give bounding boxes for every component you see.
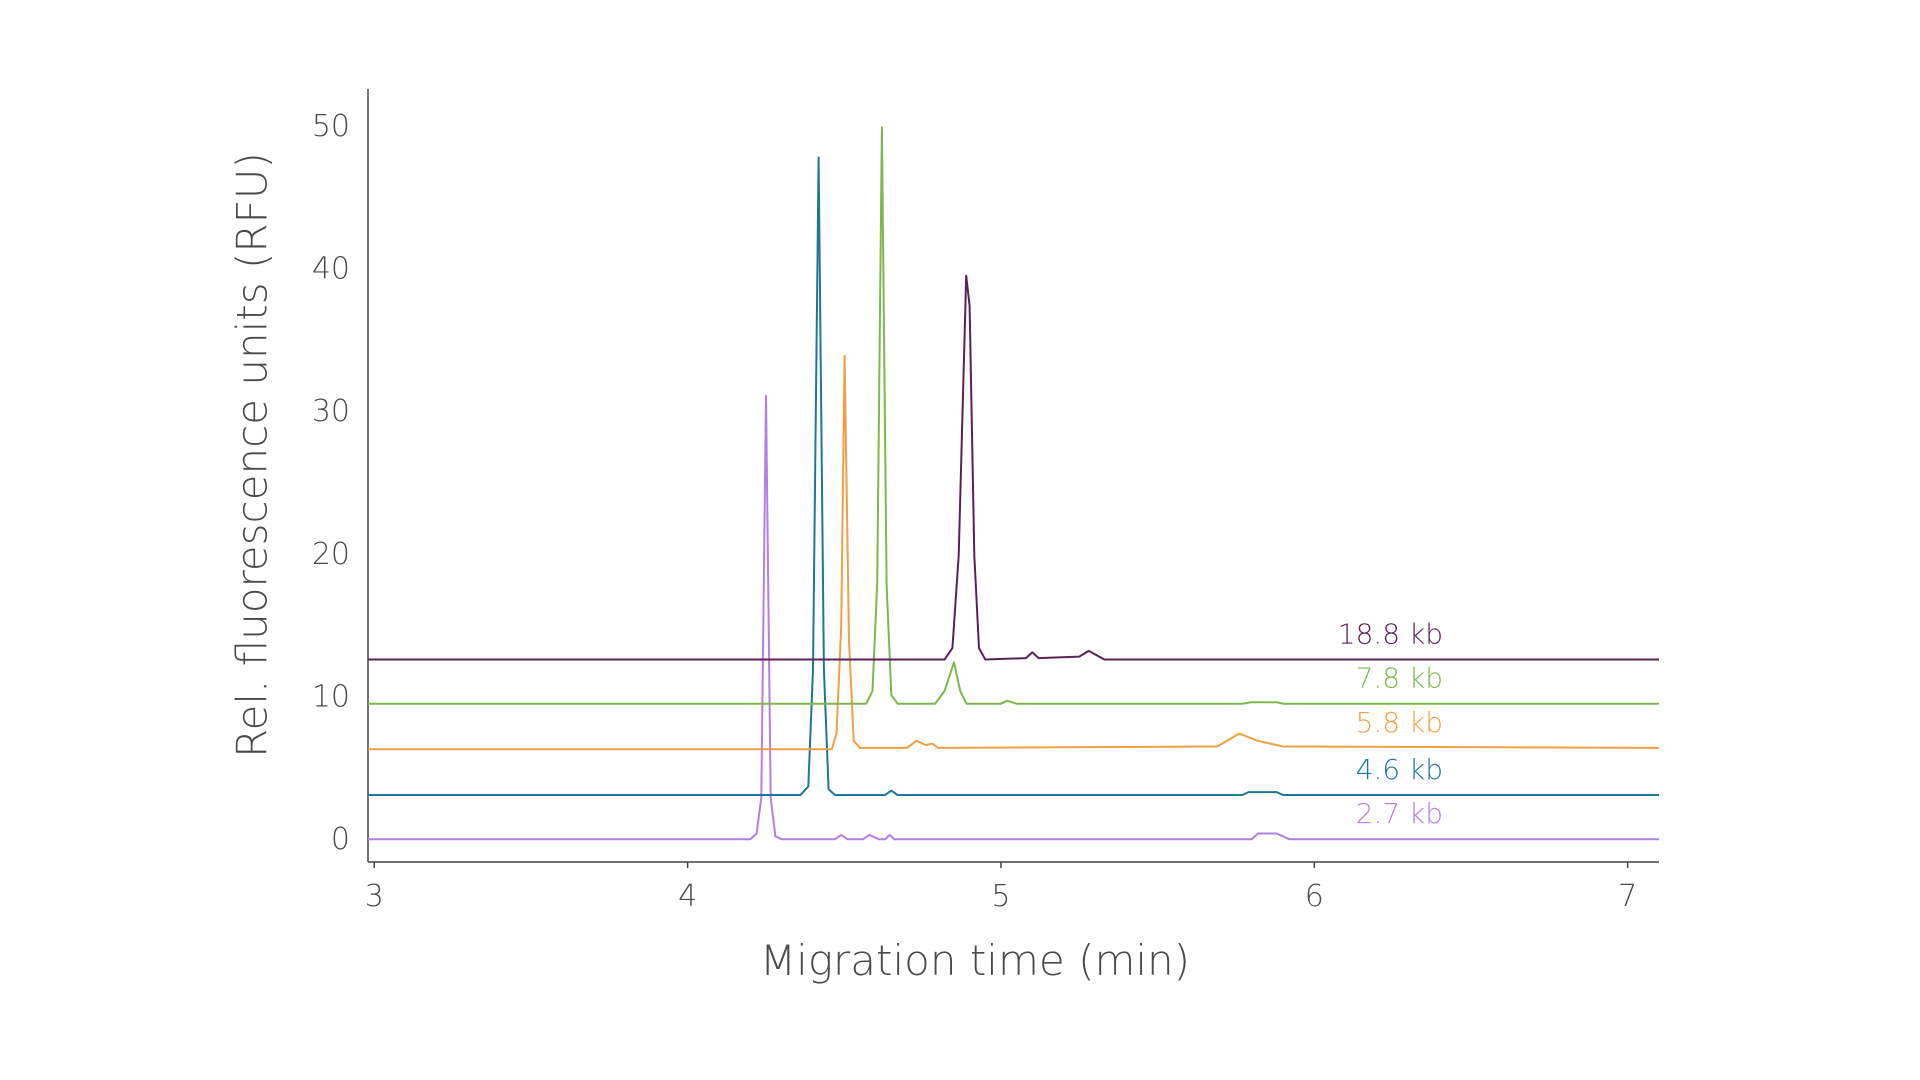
series-line <box>368 354 1660 751</box>
x-tick-label: 5 <box>991 879 1010 914</box>
x-tick-label: 4 <box>678 879 697 914</box>
y-axis-title: Rel. fluorescence units (RFU) <box>228 152 277 758</box>
y-tick-label: 20 <box>312 537 350 572</box>
y-tick-label: 50 <box>312 109 350 144</box>
series-label: 2.7 kb <box>1356 797 1443 830</box>
x-axis-title: Migration time (min) <box>760 936 1190 985</box>
series-label: 4.6 kb <box>1356 753 1443 786</box>
series-label: 7.8 kb <box>1356 662 1443 695</box>
series-line <box>368 126 1659 705</box>
series-label: 5.8 kb <box>1356 706 1443 739</box>
y-tick-label: 30 <box>312 394 350 429</box>
series-line <box>368 274 1659 661</box>
x-tick-label: 7 <box>1618 879 1637 914</box>
y-tick-label: 0 <box>331 822 350 857</box>
x-tick-label: 3 <box>365 879 384 914</box>
y-tick-label: 10 <box>312 679 350 714</box>
y-tick-label: 40 <box>312 252 350 287</box>
x-tick-label: 6 <box>1305 879 1324 914</box>
series-line <box>368 156 1659 796</box>
series-label: 18.8 kb <box>1338 617 1443 650</box>
series-line <box>368 394 1659 841</box>
